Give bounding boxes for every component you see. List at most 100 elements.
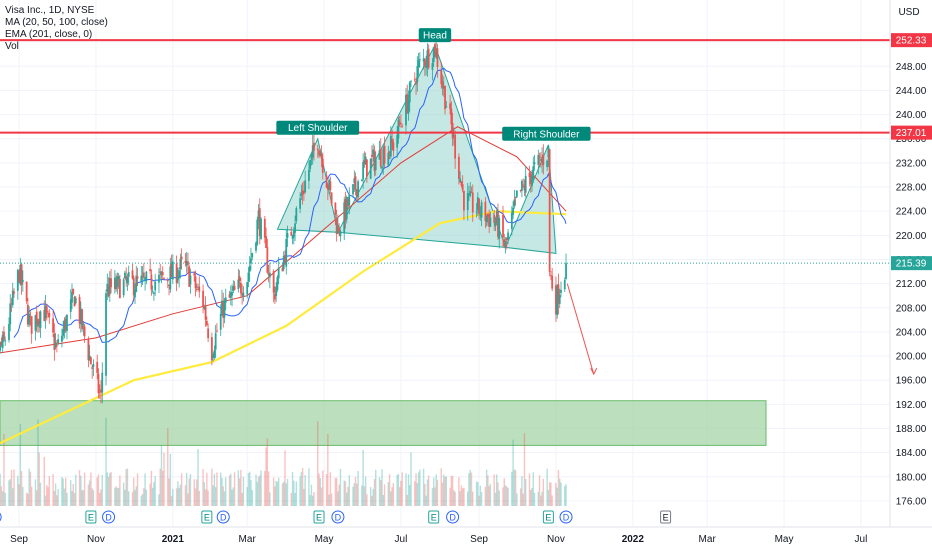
legend-vol[interactable]: Vol [5,41,19,52]
volume-bar [250,479,252,506]
volume-bar [548,482,551,506]
candle-body [389,135,392,157]
candle-body [188,266,191,287]
volume-bar [257,476,260,506]
candle-body [378,150,381,160]
volume-bar [337,491,339,506]
candle-body [528,172,531,178]
volume-bar [96,477,98,506]
volume-bar [44,495,47,506]
candle-body [285,238,288,267]
volume-bar [504,485,507,506]
candle-body [251,253,254,258]
volume-bar [524,478,527,506]
candle-body [459,178,462,183]
volume-bar [346,492,348,506]
time-tick-label: 2022 [622,534,645,545]
volume-bar [364,476,367,506]
legend-symbol[interactable]: Visa Inc., 1D, NYSE [5,5,95,16]
volume-bar [444,477,446,506]
volume-bar [109,472,111,506]
candle-body [214,333,217,350]
candle-body [529,173,532,184]
candle-body [440,70,443,85]
candle-body [328,179,330,190]
candle-body [379,148,382,167]
candle-body [523,185,526,191]
volume-bar [110,472,112,506]
volume-bar [48,476,51,506]
volume-bar [407,474,410,506]
dividend-marker [331,510,345,524]
volume-bar [225,477,227,506]
candle-body [25,281,28,302]
legend-ma[interactable]: MA (20, 50, 100, close) [5,17,108,28]
volume-bar [8,480,10,506]
volume-bar [133,477,135,506]
volume-bar [382,494,384,506]
candle-body [512,207,514,215]
volume-bar [242,476,245,506]
volume-bar [37,419,39,506]
volume-bar [99,492,101,506]
volume-bar [309,495,311,506]
volume-bar [318,473,320,506]
candle-body [363,160,366,164]
candle-body [381,166,383,169]
volume-bar [325,474,328,506]
event-marker-label: E [316,513,322,523]
volume-bar [3,433,5,506]
volume-bar [115,486,117,506]
price-tick-label: 220.00 [896,231,927,242]
volume-bar [489,483,492,506]
volume-bar [538,475,541,506]
candle-body [187,261,189,265]
time-tick-label: Nov [547,534,565,545]
candle-body [266,247,269,273]
event-markers[interactable]: EDEDEDEDEDEDE [0,510,672,524]
candle-body [178,270,181,278]
volume-bar [343,480,345,506]
volume-bar [375,469,377,506]
volume-bar [435,474,437,506]
volume-bar [398,487,401,506]
time-axis[interactable]: Sep Nov 2021 Mar May Jul Sep Nov 2022 Mar May Jul [0,526,932,550]
volume-bar [38,452,40,506]
pattern-labels: Left Shoulder Head Right Shoulder [276,28,591,141]
candle-body [475,211,478,213]
chart-legend: Visa Inc., 1D, NYSE MA (20, 50, 100, clo… [5,5,108,53]
volume-bar [29,471,32,506]
volume-bar [198,490,200,506]
price-tick-label: 200.00 [896,352,927,363]
candle-body [127,272,130,277]
candle-body [497,211,499,237]
volume-bar [540,495,542,506]
volume-bar [197,448,199,506]
volume-bar [432,477,435,506]
candle-body [400,123,402,125]
volume-bar [117,487,120,506]
volume-bar [260,470,262,506]
candle-body [294,223,296,233]
price-axis[interactable]: USD252.00248.00244.00240.00236.00232.002… [889,0,932,527]
volume-bar [153,482,155,506]
candle-body [96,361,99,373]
candle-body [416,66,419,83]
candle-body [486,213,489,217]
candle-body [373,150,376,171]
volume-bar [414,481,416,506]
volume-bar [405,473,407,506]
volume-bar [440,468,442,506]
volume-bar [175,488,178,506]
candle-body [479,214,482,216]
volume-bar [256,481,258,506]
candle-body [291,235,294,239]
support-zone [0,400,767,446]
candle-body [425,65,428,68]
legend-ema[interactable]: EMA (201, close, 0) [5,29,93,40]
volume-bar [451,475,454,506]
projection-arrow [566,283,595,375]
candle-body [18,270,20,283]
event-marker-label: E [545,513,551,523]
